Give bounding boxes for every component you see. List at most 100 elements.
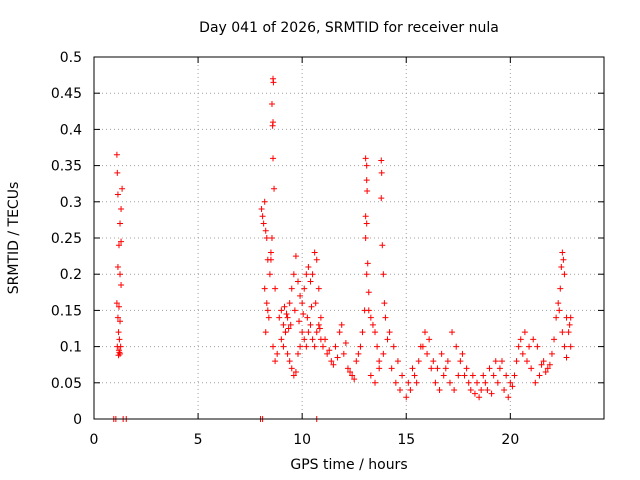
data-point — [457, 358, 464, 365]
data-point — [351, 376, 358, 383]
data-point — [290, 372, 297, 379]
data-point — [307, 278, 314, 285]
data-point — [119, 185, 126, 192]
data-point — [274, 350, 281, 357]
data-point — [557, 285, 564, 292]
data-point — [336, 329, 343, 336]
data-points — [110, 75, 574, 422]
data-point — [434, 365, 441, 372]
data-point — [303, 343, 310, 350]
data-point — [372, 329, 379, 336]
data-point — [381, 300, 388, 307]
data-point — [324, 350, 331, 357]
y-tick-label: 0 — [73, 412, 82, 428]
data-point — [280, 343, 287, 350]
data-point — [115, 329, 122, 336]
data-point — [394, 358, 401, 365]
data-point — [305, 329, 312, 336]
data-point — [271, 185, 278, 192]
data-point — [299, 329, 306, 336]
data-point — [474, 379, 481, 386]
y-tick-label: 0.1 — [60, 340, 82, 356]
data-point — [372, 379, 379, 386]
data-point — [465, 379, 472, 386]
data-point — [382, 314, 389, 321]
data-point — [566, 321, 573, 328]
data-point — [567, 343, 574, 350]
data-point — [362, 213, 369, 220]
data-point — [519, 350, 526, 357]
data-point — [399, 372, 406, 379]
data-point — [267, 249, 274, 256]
data-point — [432, 379, 439, 386]
data-point — [290, 271, 297, 278]
y-tick-label: 0.25 — [51, 231, 82, 247]
data-point — [446, 379, 453, 386]
data-point — [379, 242, 386, 249]
y-tick-label: 0.4 — [60, 122, 82, 138]
data-point — [264, 307, 271, 314]
data-point — [411, 372, 418, 379]
data-point — [284, 314, 291, 321]
data-point — [283, 311, 290, 318]
data-point — [559, 249, 566, 256]
data-point — [278, 336, 285, 343]
data-point — [297, 292, 304, 299]
data-point — [378, 157, 385, 164]
data-point — [262, 227, 269, 234]
data-point — [496, 365, 503, 372]
data-point — [451, 387, 458, 394]
y-tick-label: 0.35 — [51, 159, 82, 175]
data-point — [407, 387, 414, 394]
data-point — [538, 361, 545, 368]
data-point — [284, 350, 291, 357]
data-point — [367, 314, 374, 321]
data-point — [328, 358, 335, 365]
data-point — [270, 155, 277, 162]
data-point — [560, 256, 567, 263]
data-point — [526, 343, 533, 350]
data-point — [415, 358, 422, 365]
data-point — [501, 387, 508, 394]
data-point — [530, 336, 537, 343]
data-point — [392, 379, 399, 386]
data-point — [268, 101, 275, 108]
x-tick-label: 0 — [90, 432, 99, 448]
data-point — [266, 271, 273, 278]
data-point — [553, 314, 560, 321]
data-point — [444, 358, 451, 365]
data-point — [461, 372, 468, 379]
data-point — [291, 307, 298, 314]
data-point — [426, 336, 433, 343]
data-point — [528, 365, 535, 372]
data-point — [304, 314, 311, 321]
data-point — [428, 365, 435, 372]
data-point — [263, 235, 270, 241]
x-tick-label: 5 — [194, 432, 203, 448]
data-point — [561, 343, 568, 350]
data-point — [338, 321, 345, 328]
data-point — [417, 343, 424, 350]
data-point — [469, 372, 476, 379]
data-point — [480, 372, 487, 379]
data-point — [521, 329, 528, 336]
data-point — [384, 336, 391, 343]
data-point — [117, 220, 124, 227]
data-point — [308, 303, 315, 310]
data-point — [258, 206, 265, 213]
data-point — [332, 343, 339, 350]
data-point — [563, 354, 570, 361]
data-point — [326, 347, 333, 354]
data-point — [362, 235, 369, 241]
data-point — [359, 329, 366, 336]
data-point — [363, 220, 370, 227]
data-point — [315, 285, 322, 292]
data-point — [299, 300, 306, 307]
data-point — [548, 350, 555, 357]
data-point — [296, 318, 303, 325]
data-point — [334, 354, 341, 361]
data-point — [363, 177, 370, 184]
data-point — [532, 379, 539, 386]
y-tick-label: 0.2 — [60, 267, 82, 283]
